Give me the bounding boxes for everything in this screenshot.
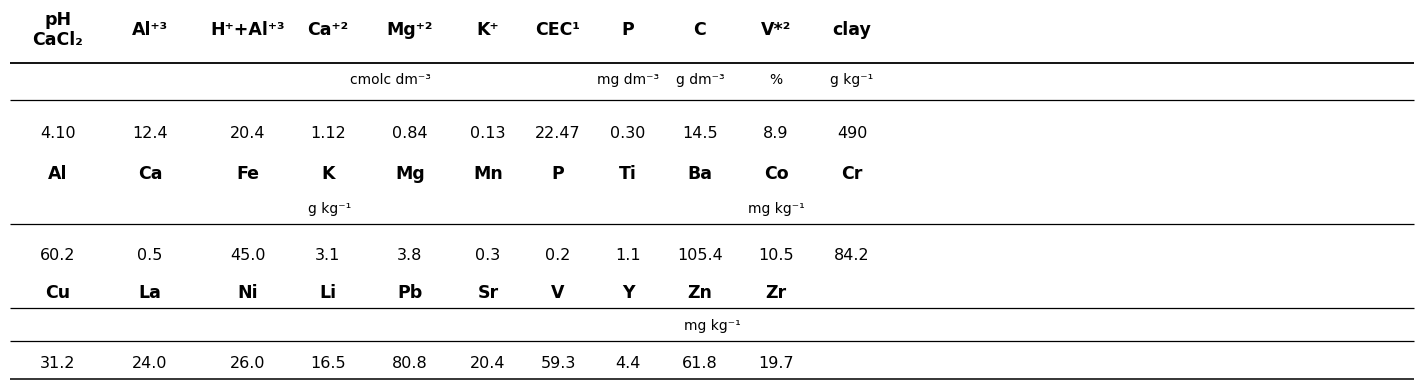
Text: mg dm⁻³: mg dm⁻³ [597, 73, 659, 87]
Text: 59.3: 59.3 [540, 357, 575, 371]
Text: Co: Co [763, 165, 789, 183]
Text: Li: Li [319, 284, 336, 302]
Text: Ca: Ca [138, 165, 162, 183]
Text: Mn: Mn [473, 165, 503, 183]
Text: g kg⁻¹: g kg⁻¹ [309, 202, 352, 216]
Text: CEC¹: CEC¹ [535, 21, 581, 39]
Text: 19.7: 19.7 [758, 357, 793, 371]
Text: 105.4: 105.4 [678, 248, 723, 263]
Text: Al: Al [48, 165, 68, 183]
Text: 490: 490 [837, 125, 867, 141]
Text: g dm⁻³: g dm⁻³ [675, 73, 725, 87]
Text: 84.2: 84.2 [834, 248, 870, 263]
Text: pH
CaCl₂: pH CaCl₂ [33, 11, 84, 50]
Text: Y: Y [622, 284, 634, 302]
Text: Al⁺³: Al⁺³ [132, 21, 168, 39]
Text: Fe: Fe [236, 165, 259, 183]
Text: 45.0: 45.0 [231, 248, 266, 263]
Text: 24.0: 24.0 [132, 357, 168, 371]
Text: 0.84: 0.84 [392, 125, 427, 141]
Text: 16.5: 16.5 [310, 357, 346, 371]
Text: La: La [138, 284, 161, 302]
Text: g kg⁻¹: g kg⁻¹ [830, 73, 874, 87]
Text: K: K [322, 165, 335, 183]
Text: Ni: Ni [238, 284, 258, 302]
Text: 0.2: 0.2 [545, 248, 571, 263]
Text: 20.4: 20.4 [470, 357, 506, 371]
Text: P: P [622, 21, 634, 39]
Text: %: % [769, 73, 783, 87]
Text: 3.1: 3.1 [315, 248, 340, 263]
Text: Ca⁺²: Ca⁺² [308, 21, 349, 39]
Text: cmolᴄ dm⁻³: cmolᴄ dm⁻³ [349, 73, 430, 87]
Text: 10.5: 10.5 [758, 248, 793, 263]
Text: Cu: Cu [46, 284, 71, 302]
Text: 0.3: 0.3 [476, 248, 501, 263]
Text: 60.2: 60.2 [40, 248, 75, 263]
Text: 8.9: 8.9 [763, 125, 789, 141]
Text: 80.8: 80.8 [392, 357, 427, 371]
Text: mg kg⁻¹: mg kg⁻¹ [748, 202, 805, 216]
Text: Ti: Ti [619, 165, 637, 183]
Text: Zr: Zr [766, 284, 786, 302]
Text: 0.30: 0.30 [611, 125, 645, 141]
Text: Cr: Cr [842, 165, 863, 183]
Text: 61.8: 61.8 [682, 357, 718, 371]
Text: Ba: Ba [688, 165, 712, 183]
Text: 20.4: 20.4 [231, 125, 266, 141]
Text: Pb: Pb [397, 284, 423, 302]
Text: 1.12: 1.12 [310, 125, 346, 141]
Text: Sr: Sr [477, 284, 498, 302]
Text: clay: clay [833, 21, 871, 39]
Text: 3.8: 3.8 [397, 248, 423, 263]
Text: V*²: V*² [760, 21, 792, 39]
Text: 12.4: 12.4 [132, 125, 168, 141]
Text: Mg: Mg [394, 165, 424, 183]
Text: 4.4: 4.4 [615, 357, 641, 371]
Text: V: V [551, 284, 565, 302]
Text: 0.5: 0.5 [137, 248, 162, 263]
Text: Mg⁺²: Mg⁺² [387, 21, 433, 39]
Text: 26.0: 26.0 [231, 357, 266, 371]
Text: 1.1: 1.1 [615, 248, 641, 263]
Text: mg kg⁻¹: mg kg⁻¹ [684, 319, 740, 333]
Text: 0.13: 0.13 [470, 125, 506, 141]
Text: 22.47: 22.47 [535, 125, 581, 141]
Text: H⁺+Al⁺³: H⁺+Al⁺³ [211, 21, 285, 39]
Text: K⁺: K⁺ [477, 21, 500, 39]
Text: C: C [693, 21, 706, 39]
Text: Zn: Zn [688, 284, 712, 302]
Text: P: P [551, 165, 564, 183]
Text: 14.5: 14.5 [682, 125, 718, 141]
Text: 31.2: 31.2 [40, 357, 75, 371]
Text: 4.10: 4.10 [40, 125, 75, 141]
